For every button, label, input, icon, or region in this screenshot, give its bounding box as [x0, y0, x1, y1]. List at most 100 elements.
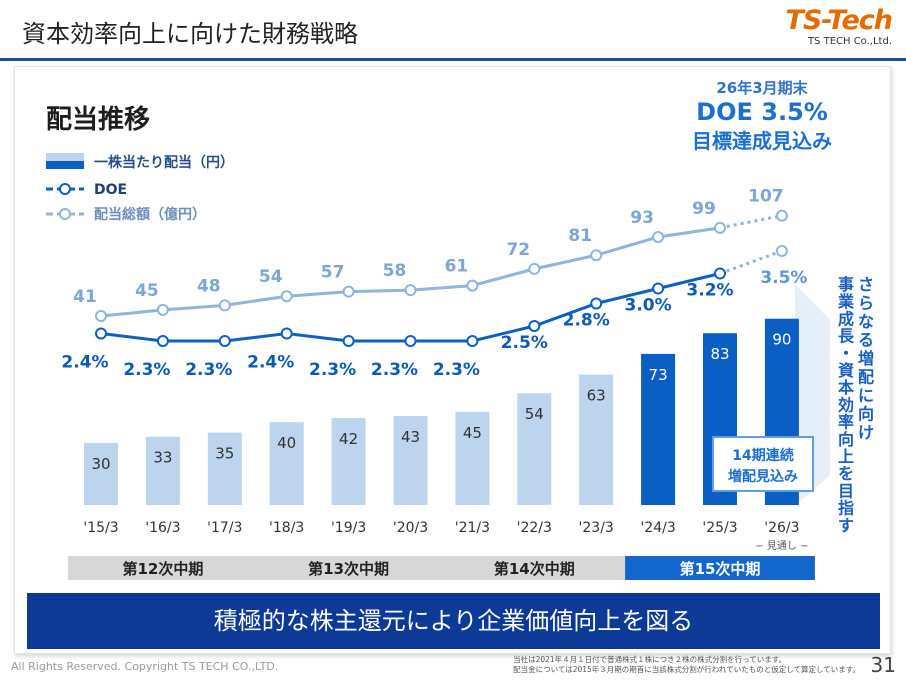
total-dividend-forecast-line — [719, 214, 783, 230]
side-text-char: 本 — [838, 378, 854, 397]
bar — [641, 353, 676, 505]
x-tick-label: '16/3 — [145, 520, 180, 536]
legend-label-total-dividend: 配当総額（億円） — [94, 206, 206, 223]
x-tick-label: '25/3 — [702, 520, 737, 536]
logo-wordmark: TS-Tech — [785, 5, 893, 36]
total-dividend-point — [652, 230, 665, 243]
side-text-char: 目 — [838, 481, 854, 500]
legend-bar-swatch-dark — [46, 161, 84, 169]
doe-point — [775, 245, 788, 257]
side-text-char: 長 — [838, 327, 855, 346]
side-text-char: に — [858, 386, 874, 405]
period-label: 第14次中期 — [494, 560, 575, 578]
total-dividend-point — [590, 249, 603, 262]
x-tick-label: '26/3 — [764, 520, 799, 536]
bar — [331, 418, 366, 505]
chart-title: 配当推移 — [46, 105, 150, 135]
doe-point — [156, 335, 169, 347]
bar — [517, 393, 552, 505]
target-status: 目標達成見込み — [692, 129, 832, 153]
bar — [455, 411, 490, 505]
doe-label: 2.3% — [309, 360, 356, 380]
side-text-char: 配 — [858, 368, 874, 387]
total-dividend-point — [95, 310, 107, 322]
total-dividend-point — [156, 303, 169, 316]
bar — [579, 374, 614, 505]
doe-point — [714, 267, 726, 280]
total-dividend-point — [404, 284, 417, 297]
badge-line: 14期連続 — [732, 447, 793, 464]
copyright-text: All Rights Reserved. Copyright TS TECH C… — [11, 660, 279, 673]
total-dividend-label: 72 — [506, 240, 530, 260]
x-tick-label: '20/3 — [393, 520, 428, 536]
bar — [269, 422, 304, 505]
forecast-label: − 見通し − — [755, 540, 808, 552]
total-dividend-label: 61 — [445, 257, 469, 277]
bar-value-label: 42 — [339, 430, 358, 448]
bar — [84, 442, 118, 505]
x-tick-label: '22/3 — [517, 520, 552, 536]
page-title: 資本効率向上に向けた財務戦略 — [22, 20, 358, 48]
bar-value-label: 30 — [91, 455, 110, 473]
total-dividend-label: 57 — [321, 263, 345, 283]
side-text-char: ・ — [838, 344, 854, 363]
bar-value-label: 40 — [277, 434, 296, 452]
bar-value-label: 83 — [710, 345, 729, 363]
period-box — [68, 556, 258, 580]
bar-value-label: 54 — [525, 405, 544, 423]
side-text-char: 効 — [838, 395, 854, 414]
title-rule — [0, 58, 906, 61]
footnote: 当社は2021年４月１日付で普通株式１株につき２株の株式分割を行っています。 — [513, 655, 787, 664]
target-period: 26年3月期末 — [716, 79, 808, 97]
side-text-char: る — [858, 331, 874, 350]
side-text-char: を — [838, 464, 854, 483]
doe-point — [280, 327, 293, 340]
doe-point — [466, 335, 479, 347]
bar — [393, 415, 428, 505]
doe-label: 3.0% — [625, 296, 672, 316]
doe-label: 2.3% — [123, 360, 170, 380]
doe-label: 2.8% — [563, 311, 610, 331]
total-dividend-point — [528, 262, 541, 275]
total-dividend-label: 81 — [568, 226, 592, 246]
bar-value-label: 73 — [649, 366, 668, 384]
doe-point — [528, 320, 541, 332]
x-tick-label: '15/3 — [83, 520, 118, 536]
bar — [207, 432, 242, 505]
doe-point — [218, 335, 231, 347]
total-dividend-point — [466, 279, 479, 292]
doe-point — [342, 335, 355, 347]
consecutive-increase-badge — [712, 436, 814, 492]
side-text-char: 増 — [858, 349, 874, 368]
doe-label: 2.3% — [371, 360, 418, 380]
badge-line: 増配見込み — [728, 468, 798, 485]
side-text-char: 指 — [838, 499, 854, 518]
total-dividend-label: 48 — [197, 276, 221, 296]
period-label: 第12次中期 — [122, 560, 203, 578]
side-text-char: 上 — [838, 447, 854, 466]
side-text-char: 事 — [838, 275, 854, 294]
doe-label: 3.2% — [686, 281, 733, 301]
bar-value-label: 90 — [772, 331, 791, 349]
bar-value-label: 45 — [463, 424, 482, 442]
side-text-char: 向 — [858, 405, 874, 424]
legend-doe-marker — [59, 183, 71, 195]
total-dividend-label: 54 — [259, 267, 283, 287]
period-box — [253, 556, 444, 580]
side-text-char: 成 — [838, 309, 854, 328]
doe-label: 2.3% — [433, 360, 480, 380]
logo-company-name: TS TECH Co.,Ltd. — [807, 36, 892, 47]
period-box — [625, 556, 815, 580]
side-text-char: ら — [858, 294, 874, 313]
side-text-char: な — [858, 312, 874, 331]
doe-point — [404, 335, 417, 347]
doe-label: 2.5% — [501, 333, 548, 353]
x-tick-label: '18/3 — [269, 520, 304, 536]
side-text-char: 資 — [838, 361, 854, 380]
total-dividend-label: 107 — [748, 187, 784, 207]
x-tick-label: '23/3 — [579, 520, 614, 536]
target-doe: DOE 3.5% — [696, 98, 828, 126]
total-dividend-point — [714, 221, 726, 234]
period-label: 第15次中期 — [680, 560, 761, 578]
